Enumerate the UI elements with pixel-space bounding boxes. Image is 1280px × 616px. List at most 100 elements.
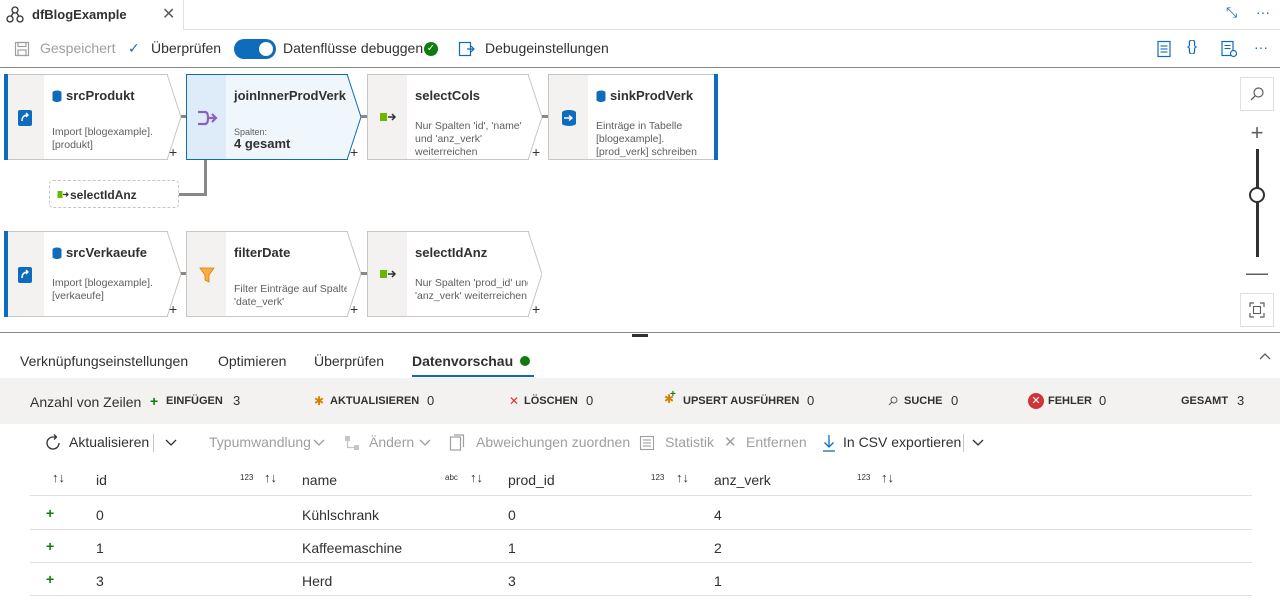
column-header-prod-id[interactable]: prod_id bbox=[508, 472, 555, 488]
cell-prod-id: 1 bbox=[508, 540, 516, 556]
update-count: 0 bbox=[427, 393, 435, 408]
remove-button[interactable]: Entfernen bbox=[746, 434, 807, 450]
column-header-name[interactable]: name bbox=[302, 472, 338, 488]
statistics-button[interactable]: Statistik bbox=[665, 434, 715, 450]
column-header-anz-verk[interactable]: anz_verk bbox=[714, 472, 771, 488]
save-icon bbox=[14, 41, 30, 57]
status-dot-icon bbox=[520, 356, 530, 366]
remove-icon: ✕ bbox=[724, 434, 737, 451]
json-code-icon[interactable]: {} bbox=[1187, 38, 1198, 55]
map-drifted-button[interactable]: Abweichungen zuordnen bbox=[476, 434, 631, 450]
node-icon-column bbox=[367, 74, 407, 160]
error-icon: ✕ bbox=[1028, 393, 1044, 409]
zoom-slider-handle[interactable] bbox=[1249, 187, 1265, 203]
validate-button[interactable]: Überprüfen bbox=[151, 40, 222, 56]
zoom-in-icon[interactable]: + bbox=[1240, 117, 1274, 151]
typecast-button[interactable]: Typumwandlung bbox=[209, 434, 311, 450]
fit-to-screen-icon[interactable] bbox=[1240, 293, 1274, 327]
sort-icon[interactable]: ↑↓ bbox=[470, 470, 483, 485]
row-counts-bar: Anzahl von Zeilen + EINFÜGEN 3 ✱ AKTUALI… bbox=[0, 378, 1280, 424]
add-transform-icon[interactable]: + bbox=[169, 144, 178, 160]
title-bar: dfBlogExample ✕ ⤡ ··· bbox=[0, 0, 1280, 30]
add-transform-icon[interactable]: + bbox=[532, 144, 541, 160]
chevron-down-icon[interactable] bbox=[312, 438, 326, 448]
node-description: Nur Spalten 'id', 'name' und 'anz_verk' … bbox=[415, 120, 522, 158]
add-transform-icon[interactable]: + bbox=[350, 144, 359, 160]
source-marker bbox=[4, 231, 8, 317]
sort-icon[interactable]: ↑↓ bbox=[881, 470, 894, 485]
sort-icon[interactable]: ↑↓ bbox=[676, 470, 689, 485]
reference-node-select-id-anz[interactable]: selectIdAnz bbox=[49, 180, 179, 208]
tab-inspect[interactable]: Überprüfen bbox=[314, 353, 385, 369]
add-transform-icon[interactable]: + bbox=[532, 301, 541, 317]
connector bbox=[178, 115, 188, 118]
data-preview-toolbar: Aktualisieren Typumwandlung Ändern Abwei… bbox=[0, 426, 1280, 460]
connector bbox=[541, 115, 549, 118]
tab-join-settings[interactable]: Verknüpfungseinstellungen bbox=[20, 353, 189, 369]
sort-icon[interactable]: ↑↓ bbox=[52, 470, 65, 485]
node-description: Import [blogexample].[verkaeufe] bbox=[52, 277, 153, 302]
node-select-cols[interactable]: selectCols Nur Spalten 'id', 'name' und … bbox=[367, 74, 543, 160]
tab-title: dfBlogExample bbox=[32, 7, 127, 22]
node-sink-prod-verk[interactable]: sinkProdVerk Einträge in Tabelle [blogex… bbox=[548, 74, 724, 160]
tab-data-preview[interactable]: Datenvorschau bbox=[412, 353, 514, 369]
saved-button[interactable]: Gespeichert bbox=[40, 40, 116, 56]
zoom-slider[interactable] bbox=[1256, 149, 1259, 261]
column-count: 4 gesamt bbox=[234, 136, 291, 151]
sort-icon[interactable]: ↑↓ bbox=[264, 470, 277, 485]
table-header: ↑↓ id 123 ↑↓ name abc ↑↓ prod_id 123 ↑↓ … bbox=[30, 462, 1252, 496]
chevron-down-icon[interactable] bbox=[164, 438, 178, 448]
table-row[interactable]: + 0 Kühlschrank 0 4 bbox=[30, 497, 1252, 530]
node-description: Einträge in Tabelle [blogexample].[prod_… bbox=[596, 120, 697, 158]
more-icon[interactable]: ··· bbox=[1254, 39, 1268, 55]
tab-dataflow[interactable]: dfBlogExample ✕ bbox=[0, 0, 184, 30]
node-src-verkaeufe[interactable]: srcVerkaeufe Import [blogexample].[verka… bbox=[4, 231, 182, 317]
node-icon-column bbox=[186, 231, 226, 317]
node-icon-column bbox=[4, 74, 44, 160]
export-csv-button[interactable]: In CSV exportieren bbox=[843, 434, 962, 450]
cell-anz-verk: 1 bbox=[714, 573, 722, 589]
node-arrow bbox=[528, 74, 542, 160]
download-icon bbox=[823, 435, 835, 452]
panel-tabs: Verknüpfungseinstellungen Optimieren Übe… bbox=[0, 337, 1280, 378]
debug-toggle[interactable] bbox=[234, 39, 276, 59]
statistics-icon bbox=[639, 435, 655, 451]
node-select-id-anz[interactable]: selectIdAnz Nur Spalten 'prod_id' und 'a… bbox=[367, 231, 543, 317]
panel-splitter[interactable] bbox=[0, 332, 1280, 337]
table-row[interactable]: + 1 Kaffeemaschine 1 2 bbox=[30, 530, 1252, 563]
node-filter-date[interactable]: filterDate Filter Einträge auf Spalte 'd… bbox=[186, 231, 362, 317]
node-title: srcVerkaeufe bbox=[66, 245, 147, 260]
sink-icon bbox=[562, 110, 576, 126]
close-icon[interactable]: ✕ bbox=[162, 6, 176, 23]
zoom-out-icon[interactable]: — bbox=[1240, 257, 1274, 291]
add-transform-icon[interactable]: + bbox=[169, 301, 178, 317]
code-sheet-icon[interactable] bbox=[1156, 40, 1172, 58]
node-title: sinkProdVerk bbox=[610, 88, 694, 103]
error-count: 0 bbox=[1099, 393, 1107, 408]
select-icon bbox=[380, 113, 397, 121]
dataflow-canvas[interactable]: srcProdukt Import [blogexample].[produkt… bbox=[0, 69, 1280, 332]
insert-count: 3 bbox=[233, 393, 241, 408]
chevron-up-icon[interactable] bbox=[1258, 351, 1272, 361]
node-icon-column bbox=[186, 74, 226, 160]
column-header-id[interactable]: id bbox=[96, 472, 107, 488]
collapse-icon[interactable]: ⤡ bbox=[1226, 4, 1238, 20]
node-join-inner-prod-verk[interactable]: joinInnerProdVerk Spalten: 4 gesamt + bbox=[186, 74, 362, 160]
debug-settings-button[interactable]: Debugeinstellungen bbox=[485, 40, 609, 56]
node-arrow bbox=[347, 231, 361, 317]
node-src-produkt[interactable]: srcProdukt Import [blogexample].[produkt… bbox=[4, 74, 182, 160]
upsert-icon: ✱ bbox=[664, 392, 675, 406]
properties-icon[interactable] bbox=[1220, 40, 1238, 58]
search-icon[interactable] bbox=[1240, 77, 1274, 111]
tab-optimize[interactable]: Optimieren bbox=[218, 353, 287, 369]
chevron-down-icon[interactable] bbox=[418, 438, 432, 448]
chevron-down-icon[interactable] bbox=[971, 438, 985, 448]
more-icon[interactable]: ··· bbox=[1256, 4, 1270, 20]
upsert-label: UPSERT AUSFÜHREN bbox=[683, 395, 800, 407]
add-transform-icon[interactable]: + bbox=[350, 301, 359, 317]
node-description: Spalten: bbox=[234, 127, 268, 137]
splitter-grip[interactable] bbox=[632, 334, 648, 337]
table-row[interactable]: + 3 Herd 3 1 bbox=[30, 563, 1252, 596]
refresh-button[interactable]: Aktualisieren bbox=[69, 434, 150, 450]
modify-button[interactable]: Ändern bbox=[369, 434, 415, 450]
